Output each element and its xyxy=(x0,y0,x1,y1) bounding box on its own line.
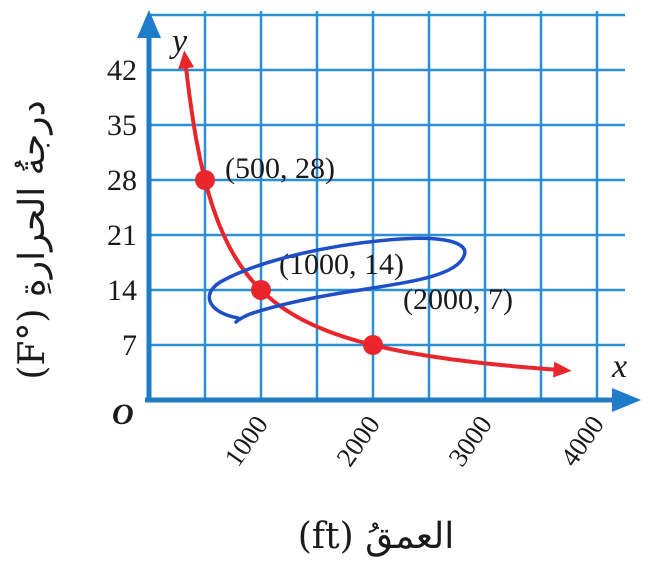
data-point xyxy=(251,280,271,301)
x-tick-label: 4000 xyxy=(554,410,610,471)
x-tick-label: 2000 xyxy=(330,410,386,471)
y-tick-label: 42 xyxy=(107,54,137,87)
x-axis-title: العمقُ (ft) xyxy=(298,516,455,557)
grid xyxy=(149,11,625,400)
y-tick-label: 28 xyxy=(107,164,137,197)
y-tick-labels: 7 14 21 28 35 42 xyxy=(107,54,137,362)
axes xyxy=(137,10,641,412)
y-tick-label: 35 xyxy=(107,109,137,142)
y-axis-arrowhead xyxy=(137,10,161,38)
x-axis-arrowhead xyxy=(612,388,641,412)
y-tick-label: 14 xyxy=(107,274,137,307)
y-axis-letter: y xyxy=(169,23,188,60)
hand-drawn-circle-annotation xyxy=(207,236,467,324)
x-tick-label: 3000 xyxy=(442,410,498,471)
curve-arrowhead-up xyxy=(178,50,195,70)
y-tick-label: 21 xyxy=(107,219,137,252)
curve-arrowhead-right xyxy=(553,361,572,378)
data-point xyxy=(363,335,383,356)
data-point-label: (500, 28) xyxy=(225,152,335,185)
data-point-label: (2000, 7) xyxy=(403,283,513,316)
x-tick-labels: 1000 2000 3000 4000 xyxy=(218,410,610,471)
x-axis-letter: x xyxy=(611,348,627,385)
x-tick-label: 1000 xyxy=(218,410,274,471)
curve-line xyxy=(182,54,568,373)
origin-label: O xyxy=(112,398,134,431)
data-point xyxy=(195,170,215,191)
y-tick-label: 7 xyxy=(122,329,137,362)
y-axis-title: درجةُ الحرارةِ (°F) xyxy=(12,100,53,379)
curve xyxy=(178,50,572,378)
